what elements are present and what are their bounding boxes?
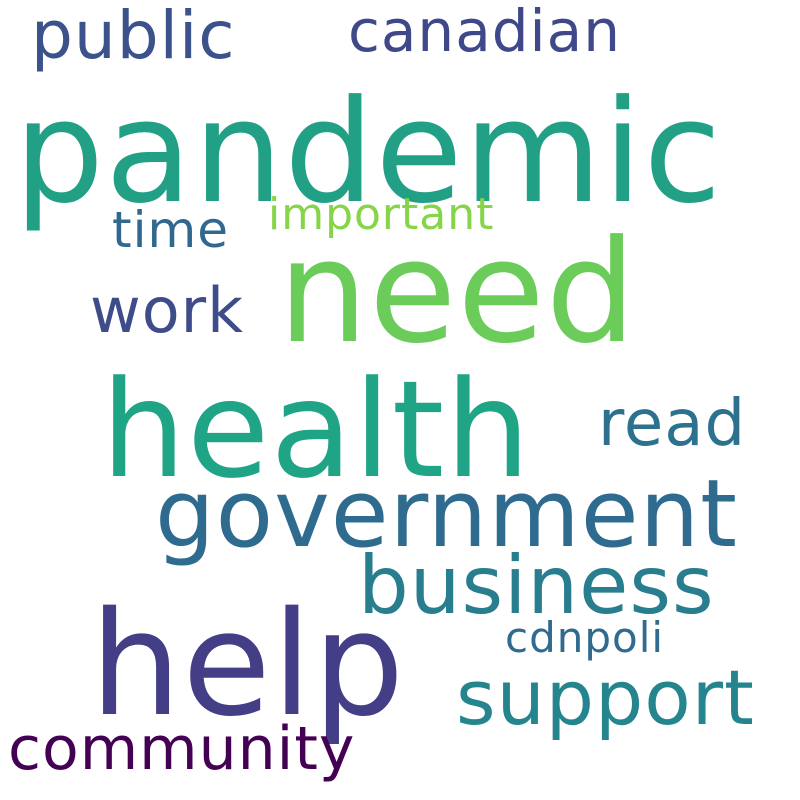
word-need: need bbox=[278, 210, 637, 375]
word-canadian: canadian bbox=[348, 0, 621, 65]
word-health: health bbox=[101, 352, 532, 508]
word-support: support bbox=[456, 653, 755, 742]
word-public: public bbox=[31, 0, 236, 74]
word-help: help bbox=[90, 580, 406, 748]
word-government: government bbox=[155, 460, 739, 569]
word-time: time bbox=[112, 201, 229, 259]
word-cdnpoli: cdnpoli bbox=[505, 613, 665, 662]
word-community: community bbox=[8, 714, 356, 784]
word-business: business bbox=[358, 539, 715, 632]
word-read: read bbox=[598, 387, 747, 461]
word-work: work bbox=[90, 274, 245, 347]
word-pandemic: pandemic bbox=[14, 70, 723, 235]
word-important: important bbox=[268, 189, 495, 240]
